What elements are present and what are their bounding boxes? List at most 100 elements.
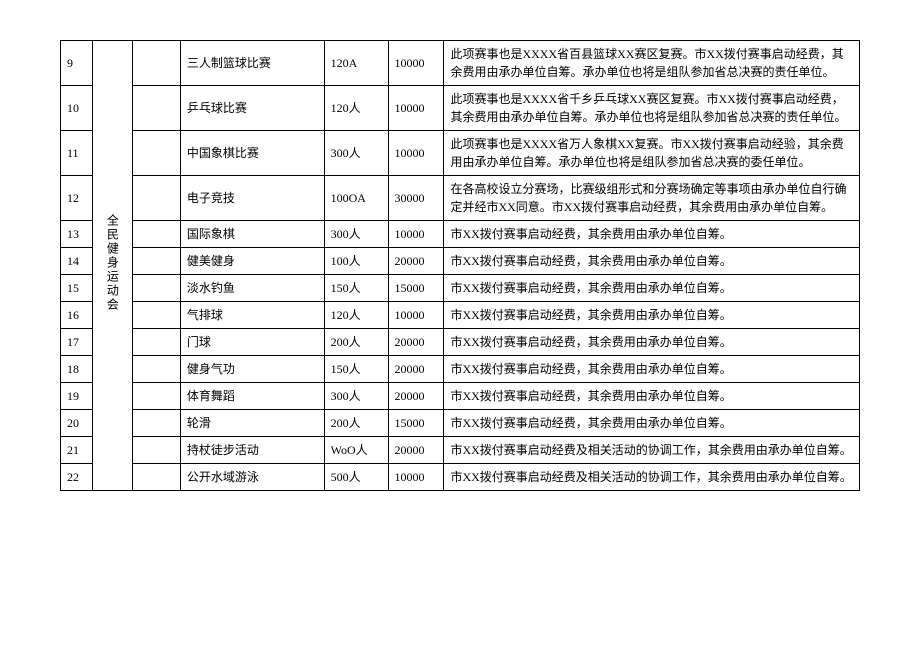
table-row: 14 健美健身 100人 20000 市XX拨付赛事启动经费，其余费用由承办单位…: [61, 248, 860, 275]
cell-index: 21: [61, 437, 93, 464]
table-row: 16 气排球 120人 10000 市XX拨付赛事启动经费，其余费用由承办单位自…: [61, 302, 860, 329]
cell-index: 19: [61, 383, 93, 410]
cell-sub: [132, 41, 180, 86]
table-row: 22 公开水域游泳 500人 10000 市XX拨付赛事启动经费及相关活动的协调…: [61, 464, 860, 491]
cell-name: 轮滑: [180, 410, 324, 437]
cell-desc: 市XX拨付赛事启动经费及相关活动的协调工作，其余费用由承办单位自筹。: [444, 437, 860, 464]
cell-index: 14: [61, 248, 93, 275]
cell-people: 120人: [324, 302, 388, 329]
cell-name: 健身气功: [180, 356, 324, 383]
cell-amount: 30000: [388, 176, 444, 221]
cell-people: 150人: [324, 275, 388, 302]
cell-people: 120A: [324, 41, 388, 86]
cell-desc: 市XX拨付赛事启动经费，其余费用由承办单位自筹。: [444, 221, 860, 248]
cell-sub: [132, 131, 180, 176]
table-row: 21 持杖徒步活动 WoO人 20000 市XX拨付赛事启动经费及相关活动的协调…: [61, 437, 860, 464]
cell-amount: 15000: [388, 410, 444, 437]
cell-desc: 市XX拨付赛事启动经费，其余费用由承办单位自筹。: [444, 356, 860, 383]
cell-people: 200人: [324, 410, 388, 437]
cell-people: 150人: [324, 356, 388, 383]
cell-people: 300人: [324, 383, 388, 410]
cell-sub: [132, 176, 180, 221]
cell-name: 体育舞蹈: [180, 383, 324, 410]
cell-name: 三人制篮球比赛: [180, 41, 324, 86]
cell-name: 中国象棋比赛: [180, 131, 324, 176]
cell-desc: 此项赛事也是XXXX省万人象棋XX复赛。市XX拨付赛事启动经验，其余费用由承办单…: [444, 131, 860, 176]
cell-people: 100人: [324, 248, 388, 275]
cell-index: 12: [61, 176, 93, 221]
cell-people: 300人: [324, 221, 388, 248]
cell-name: 持杖徒步活动: [180, 437, 324, 464]
cell-amount: 20000: [388, 383, 444, 410]
cell-name: 淡水钓鱼: [180, 275, 324, 302]
cell-index: 18: [61, 356, 93, 383]
cell-desc: 市XX拨付赛事启动经费，其余费用由承办单位自筹。: [444, 383, 860, 410]
table-body: 9 全民健身运动会 三人制篮球比赛 120A 10000 此项赛事也是XXXX省…: [61, 41, 860, 491]
table-row: 12 电子竞技 100OA 30000 在各高校设立分赛场，比赛级组形式和分赛场…: [61, 176, 860, 221]
cell-people: 100OA: [324, 176, 388, 221]
cell-amount: 10000: [388, 41, 444, 86]
cell-index: 13: [61, 221, 93, 248]
table-row: 11 中国象棋比赛 300人 10000 此项赛事也是XXXX省万人象棋XX复赛…: [61, 131, 860, 176]
table-row: 18 健身气功 150人 20000 市XX拨付赛事启动经费，其余费用由承办单位…: [61, 356, 860, 383]
cell-name: 健美健身: [180, 248, 324, 275]
cell-sub: [132, 464, 180, 491]
cell-desc: 在各高校设立分赛场，比赛级组形式和分赛场确定等事项由承办单位自行确定并经市XX同…: [444, 176, 860, 221]
cell-name: 乒乓球比赛: [180, 86, 324, 131]
cell-amount: 10000: [388, 131, 444, 176]
table-row: 9 全民健身运动会 三人制篮球比赛 120A 10000 此项赛事也是XXXX省…: [61, 41, 860, 86]
cell-amount: 20000: [388, 248, 444, 275]
cell-sub: [132, 437, 180, 464]
cell-amount: 10000: [388, 464, 444, 491]
cell-index: 17: [61, 329, 93, 356]
cell-index: 15: [61, 275, 93, 302]
cell-index: 20: [61, 410, 93, 437]
cell-desc: 此项赛事也是XXXX省千乡乒乓球XX赛区复赛。市XX拨付赛事启动经费，其余费用由…: [444, 86, 860, 131]
cell-index: 16: [61, 302, 93, 329]
cell-amount: 10000: [388, 86, 444, 131]
cell-desc: 市XX拨付赛事启动经费，其余费用由承办单位自筹。: [444, 302, 860, 329]
cell-sub: [132, 410, 180, 437]
table-row: 20 轮滑 200人 15000 市XX拨付赛事启动经费，其余费用由承办单位自筹…: [61, 410, 860, 437]
cell-sub: [132, 248, 180, 275]
cell-people: WoO人: [324, 437, 388, 464]
cell-index: 9: [61, 41, 93, 86]
cell-amount: 20000: [388, 356, 444, 383]
cell-amount: 10000: [388, 302, 444, 329]
category-label: 全民健身运动会: [103, 214, 121, 312]
cell-people: 200人: [324, 329, 388, 356]
cell-index: 11: [61, 131, 93, 176]
cell-sub: [132, 329, 180, 356]
cell-desc: 市XX拨付赛事启动经费及相关活动的协调工作，其余费用由承办单位自筹。: [444, 464, 860, 491]
cell-sub: [132, 383, 180, 410]
cell-name: 门球: [180, 329, 324, 356]
cell-name: 公开水域游泳: [180, 464, 324, 491]
cell-name: 国际象棋: [180, 221, 324, 248]
cell-name: 气排球: [180, 302, 324, 329]
cell-desc: 市XX拨付赛事启动经费，其余费用由承办单位自筹。: [444, 275, 860, 302]
cell-sub: [132, 302, 180, 329]
cell-sub: [132, 86, 180, 131]
cell-index: 22: [61, 464, 93, 491]
cell-amount: 20000: [388, 437, 444, 464]
cell-amount: 15000: [388, 275, 444, 302]
cell-people: 500人: [324, 464, 388, 491]
cell-sub: [132, 275, 180, 302]
cell-people: 120人: [324, 86, 388, 131]
cell-index: 10: [61, 86, 93, 131]
cell-desc: 市XX拨付赛事启动经费，其余费用由承办单位自筹。: [444, 248, 860, 275]
cell-amount: 10000: [388, 221, 444, 248]
table-row: 10 乒乓球比赛 120人 10000 此项赛事也是XXXX省千乡乒乓球XX赛区…: [61, 86, 860, 131]
cell-sub: [132, 221, 180, 248]
cell-desc: 市XX拨付赛事启动经费，其余费用由承办单位自筹。: [444, 410, 860, 437]
cell-desc: 此项赛事也是XXXX省百县篮球XX赛区复赛。市XX拨付赛事启动经费，其余费用由承…: [444, 41, 860, 86]
cell-category: 全民健身运动会: [92, 41, 132, 491]
table-row: 15 淡水钓鱼 150人 15000 市XX拨付赛事启动经费，其余费用由承办单位…: [61, 275, 860, 302]
table-row: 19 体育舞蹈 300人 20000 市XX拨付赛事启动经费，其余费用由承办单位…: [61, 383, 860, 410]
cell-desc: 市XX拨付赛事启动经费，其余费用由承办单位自筹。: [444, 329, 860, 356]
cell-amount: 20000: [388, 329, 444, 356]
events-table: 9 全民健身运动会 三人制篮球比赛 120A 10000 此项赛事也是XXXX省…: [60, 40, 860, 491]
cell-sub: [132, 356, 180, 383]
table-row: 17 门球 200人 20000 市XX拨付赛事启动经费，其余费用由承办单位自筹…: [61, 329, 860, 356]
cell-name: 电子竞技: [180, 176, 324, 221]
